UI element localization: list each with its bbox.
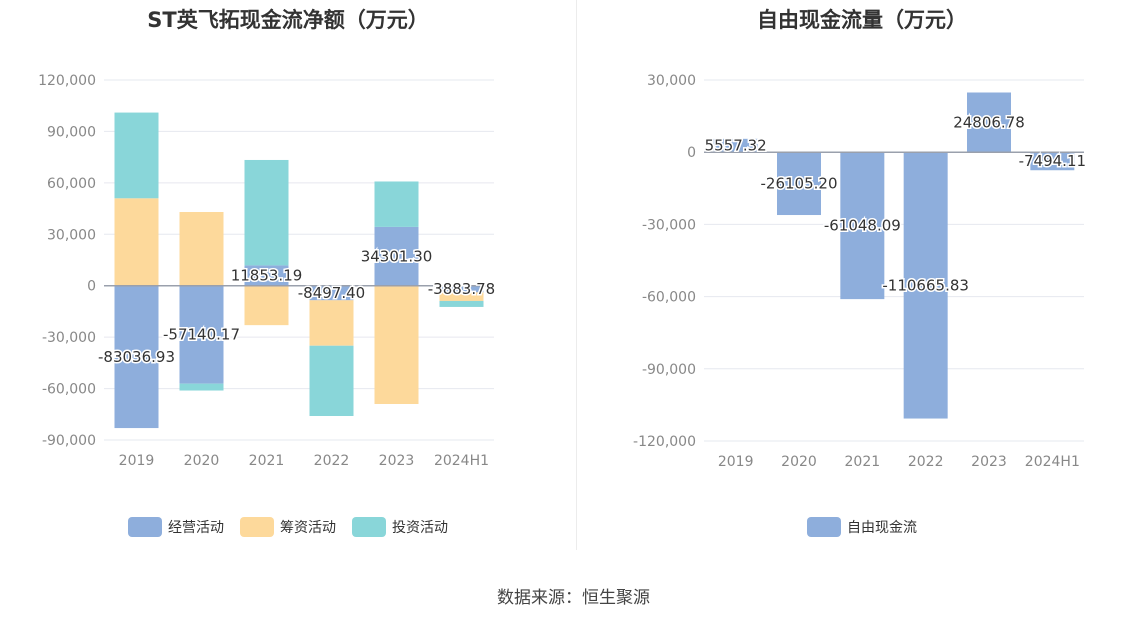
bar [967, 92, 1011, 153]
y-tick-label: 0 [687, 145, 696, 161]
bar [244, 285, 289, 326]
data-label: -61048.09 [824, 217, 901, 235]
y-tick-label: 30,000 [647, 73, 696, 89]
bar [179, 285, 224, 384]
bar [903, 152, 948, 419]
legend: 经营活动 筹资活动 投资活动 [0, 517, 576, 537]
x-tick-label: 2019 [119, 453, 155, 469]
bar [179, 383, 224, 391]
data-label: -57140.17 [163, 326, 240, 344]
y-tick-label: 0 [87, 279, 96, 295]
legend-swatch [128, 517, 162, 537]
legend-label: 筹资活动 [280, 520, 336, 536]
y-tick-label: -120,000 [633, 434, 696, 450]
x-tick-label: 2021 [249, 453, 285, 469]
data-label: 5557.32 [705, 137, 767, 155]
y-tick-label: -90,000 [642, 362, 696, 378]
y-tick-label: -30,000 [642, 217, 696, 233]
y-tick-label: 60,000 [47, 176, 96, 192]
bar [244, 265, 289, 286]
bar [439, 292, 484, 301]
bar [114, 112, 159, 199]
x-tick-label: 2022 [908, 454, 944, 470]
bar [114, 285, 159, 429]
bar [1030, 152, 1075, 171]
data-label: 34301.30 [361, 247, 433, 265]
x-tick-label: 2021 [845, 454, 881, 470]
data-source: 数据来源：恒生聚源 [497, 588, 650, 608]
legend-item[interactable]: 经营活动 [128, 517, 224, 537]
data-label: 24806.78 [953, 113, 1025, 131]
bar [179, 212, 224, 286]
x-tick-label: 2024H1 [1025, 454, 1080, 470]
legend-label: 自由现金流 [847, 520, 917, 536]
chart-title: ST英飞拓现金流净额（万元） [147, 8, 429, 32]
bar [439, 285, 484, 293]
legend-item[interactable]: 筹资活动 [240, 517, 336, 537]
legend: 自由现金流 [577, 517, 1147, 537]
bar [713, 138, 758, 153]
y-tick-label: 30,000 [47, 227, 96, 243]
cashflow-net-plot: 120,000 90,000 60,000 30,000 0 -30,000 -60,000… [38, 73, 497, 469]
data-label: 11853.19 [231, 267, 303, 285]
free-cashflow-plot: 30,000 0 -30,000 -60,000 -90,000 -120,000 5557… [633, 73, 1088, 470]
data-label: -110665.83 [882, 276, 969, 294]
bar [309, 345, 354, 416]
data-label: -83036.93 [98, 348, 175, 366]
x-tick-label: 2024H1 [434, 453, 489, 469]
bar [374, 181, 419, 227]
y-tick-label: -60,000 [42, 382, 96, 398]
bar [309, 285, 354, 301]
bar [309, 300, 354, 346]
x-tick-label: 2019 [718, 454, 754, 470]
y-tick-label: -90,000 [42, 433, 96, 449]
bar [439, 300, 484, 307]
legend-item[interactable]: 自由现金流 [807, 517, 917, 537]
legend-label: 经营活动 [168, 520, 224, 536]
data-label: -8497.40 [298, 284, 365, 302]
data-label: -3883.78 [428, 280, 495, 298]
cashflow-net-chart: ST英飞拓现金流净额（万元） 120,000 90,000 60,000 30,000… [0, 0, 576, 560]
legend-swatch [240, 517, 274, 537]
x-tick-label: 2020 [781, 454, 817, 470]
y-tick-label: -30,000 [42, 330, 96, 346]
bar [374, 226, 419, 286]
y-tick-label: 90,000 [47, 124, 96, 140]
bar [777, 152, 821, 216]
y-tick-label: -60,000 [642, 290, 696, 306]
bar [114, 198, 159, 286]
bar [374, 285, 419, 404]
legend-label: 投资活动 [392, 520, 448, 536]
bar [840, 152, 885, 300]
x-tick-label: 2023 [379, 453, 415, 469]
y-tick-label: 120,000 [38, 73, 96, 89]
panel-divider [576, 0, 577, 550]
x-tick-label: 2020 [184, 453, 220, 469]
legend-swatch [352, 517, 386, 537]
data-label: -26105.20 [761, 175, 838, 193]
legend-swatch [807, 517, 841, 537]
legend-item[interactable]: 投资活动 [352, 517, 448, 537]
free-cashflow-chart: 自由现金流量（万元） 30,000 0 -30,000 -60,000 -90,000 -… [577, 0, 1147, 560]
x-tick-label: 2023 [971, 454, 1007, 470]
chart-title: 自由现金流量（万元） [757, 8, 967, 32]
x-tick-label: 2022 [314, 453, 350, 469]
data-label: -7494.11 [1019, 152, 1086, 170]
bar [244, 159, 289, 266]
